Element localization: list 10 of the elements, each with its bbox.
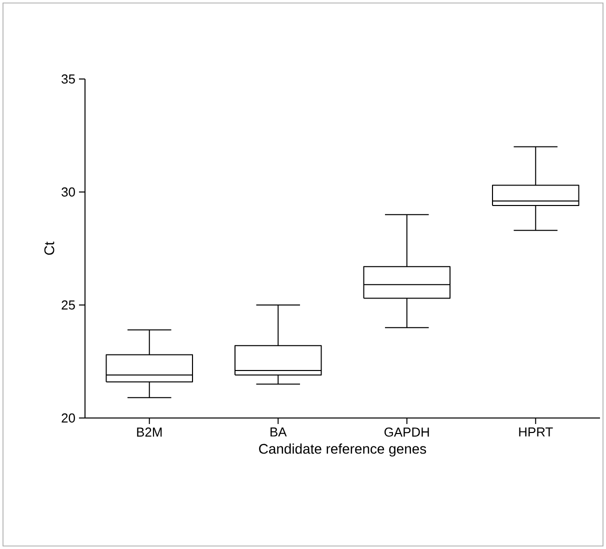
y-tick-label: 35 (62, 74, 75, 84)
y-axis-title: Ct (44, 242, 54, 255)
x-axis-title: Candidate reference genes (259, 444, 426, 457)
x-tick-label: GAPDH (384, 428, 429, 437)
x-tick-label: B2M (137, 428, 162, 437)
x-tick-label: BA (270, 428, 287, 436)
y-tick-label: 20 (62, 413, 75, 423)
y-tick-label: 25 (62, 300, 75, 310)
y-tick-label: 30 (62, 187, 75, 197)
x-tick-label: HPRT (519, 428, 553, 436)
